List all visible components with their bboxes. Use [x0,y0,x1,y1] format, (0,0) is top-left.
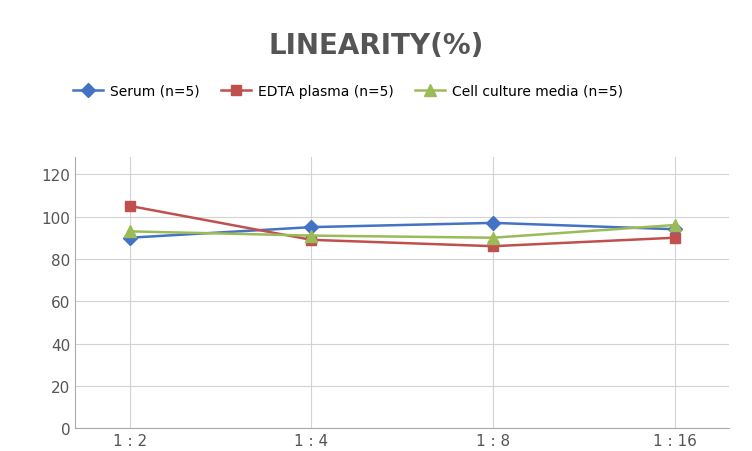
Serum (n=5) [489,221,498,226]
EDTA plasma (n=5) [125,204,134,209]
Cell culture media (n=5) [489,235,498,241]
Cell culture media (n=5) [307,233,316,239]
EDTA plasma (n=5) [489,244,498,249]
Cell culture media (n=5) [671,223,680,228]
Line: Serum (n=5): Serum (n=5) [125,219,680,243]
Line: Cell culture media (n=5): Cell culture media (n=5) [124,220,681,244]
Cell culture media (n=5) [125,229,134,235]
Legend: Serum (n=5), EDTA plasma (n=5), Cell culture media (n=5): Serum (n=5), EDTA plasma (n=5), Cell cul… [67,79,629,104]
Serum (n=5) [671,227,680,232]
Text: LINEARITY(%): LINEARITY(%) [268,32,484,60]
EDTA plasma (n=5) [307,238,316,243]
Serum (n=5) [125,235,134,241]
Serum (n=5) [307,225,316,230]
EDTA plasma (n=5) [671,235,680,241]
Line: EDTA plasma (n=5): EDTA plasma (n=5) [125,202,680,252]
